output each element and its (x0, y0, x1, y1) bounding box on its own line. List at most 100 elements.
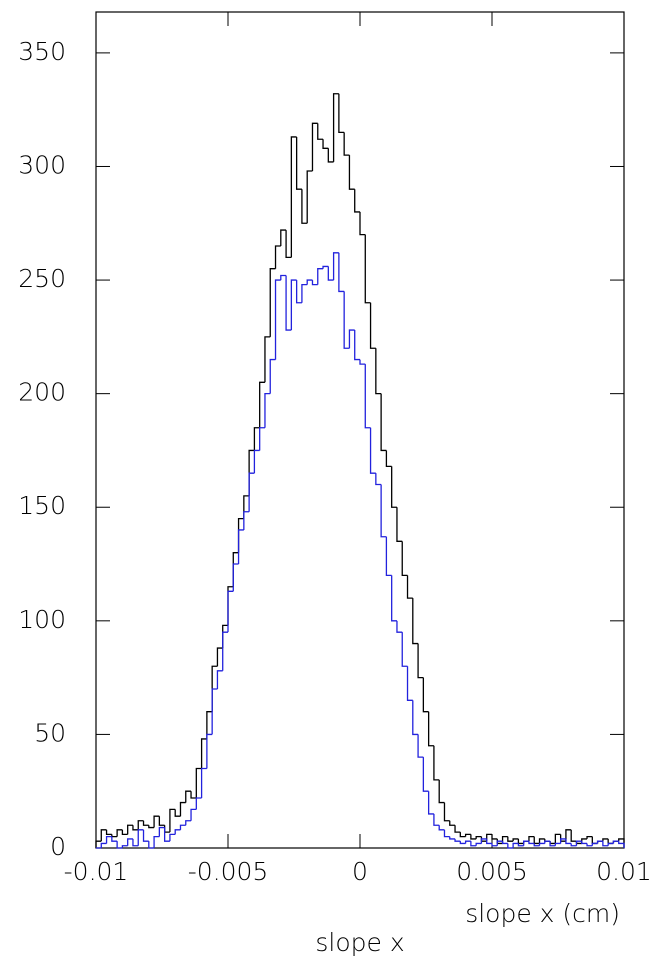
histogram-step (264, 336, 271, 383)
histogram-step (385, 450, 392, 467)
histogram-step (575, 840, 582, 846)
histogram-step (369, 427, 376, 474)
histogram-step (602, 841, 609, 847)
histogram-step (100, 842, 107, 848)
histogram-step (306, 170, 313, 224)
histogram-step (396, 507, 403, 542)
histogram-step (554, 842, 561, 846)
histogram-step (354, 330, 360, 361)
histogram-step (179, 824, 186, 830)
histogram-step (195, 767, 202, 799)
histogram-step (507, 836, 514, 842)
histogram-step (443, 802, 450, 822)
histogram-step (454, 825, 461, 833)
histogram-step (322, 265, 329, 269)
histogram-step (501, 841, 508, 845)
histogram-step (311, 122, 318, 172)
histogram-step (475, 842, 482, 846)
histogram-step (163, 825, 170, 833)
histogram-step (174, 829, 181, 835)
histogram-step (206, 733, 213, 769)
histogram-step (433, 813, 440, 826)
histogram-step (559, 834, 566, 842)
histogram-step (359, 211, 366, 236)
histogram-step (348, 155, 355, 190)
histogram-step (169, 808, 176, 833)
histogram-step (274, 279, 281, 360)
histogram-step (237, 529, 244, 565)
histogram-step (565, 838, 572, 845)
histogram-step (253, 427, 260, 451)
histogram-step (295, 136, 302, 190)
histogram-step (396, 620, 403, 633)
histogram-step (142, 820, 149, 826)
histogram-step (253, 449, 260, 474)
histogram-step (142, 829, 149, 842)
histogram-step (158, 826, 165, 837)
histogram-step (222, 631, 228, 671)
histogram-step (507, 843, 514, 849)
histogram-step (269, 358, 276, 394)
histogram-step (391, 466, 397, 508)
histogram-step (581, 841, 588, 845)
histogram-step (459, 841, 466, 845)
histogram-step (200, 767, 207, 799)
histogram-step (596, 840, 603, 844)
histogram-step (449, 836, 456, 840)
histogram-step (132, 838, 139, 847)
histogram-step (380, 393, 387, 452)
histogram-step (105, 835, 112, 844)
chart-title: slope x (315, 928, 404, 957)
histogram-step (581, 838, 588, 844)
histogram-step (137, 820, 144, 830)
histogram-step (232, 563, 239, 592)
histogram-step (295, 280, 302, 304)
histogram-step (438, 779, 445, 804)
histogram-step (127, 824, 133, 835)
histogram-step (559, 838, 566, 844)
histogram-step (179, 801, 186, 817)
histogram-step (470, 834, 477, 840)
histogram-step (280, 229, 287, 246)
x-tick-label: 0.005 (456, 857, 528, 886)
histogram-step (216, 670, 223, 689)
y-tick-label: 250 (18, 264, 66, 293)
histogram-step (375, 348, 382, 395)
histogram-step (200, 738, 207, 769)
histogram-step (607, 842, 614, 846)
histogram-step (406, 666, 413, 701)
histogram-step (317, 268, 324, 285)
histogram-step (496, 840, 503, 846)
histogram-step (480, 838, 487, 844)
histogram-step (116, 841, 123, 849)
histogram-step (264, 393, 271, 428)
histogram-step (137, 829, 144, 846)
histogram-step (243, 511, 250, 530)
histogram-step (132, 825, 139, 831)
histogram-step (475, 835, 482, 839)
histogram-step (570, 829, 577, 842)
histogram-step (348, 329, 355, 349)
y-tick-label: 0 (50, 832, 66, 861)
histogram-step (422, 757, 429, 792)
histogram-step (517, 843, 524, 847)
histogram-step (602, 838, 609, 842)
histogram-step (311, 280, 318, 286)
y-tick-label: 350 (18, 37, 66, 66)
x-tick-label: 0.01 (596, 857, 652, 886)
histogram-step (327, 266, 334, 281)
histogram-step (153, 835, 160, 848)
histogram-step (317, 123, 324, 140)
histogram-step (406, 575, 413, 599)
y-tick-label: 300 (18, 150, 66, 179)
histogram-step (158, 816, 165, 826)
histogram-step (459, 832, 466, 838)
histogram-step (565, 829, 572, 842)
histogram-step (449, 820, 456, 826)
histogram-step (533, 836, 540, 845)
histogram-step (401, 541, 408, 577)
histogram-step (95, 840, 102, 848)
y-tick-label: 150 (18, 491, 66, 520)
histogram-step (332, 252, 339, 281)
histogram-step (259, 427, 265, 451)
